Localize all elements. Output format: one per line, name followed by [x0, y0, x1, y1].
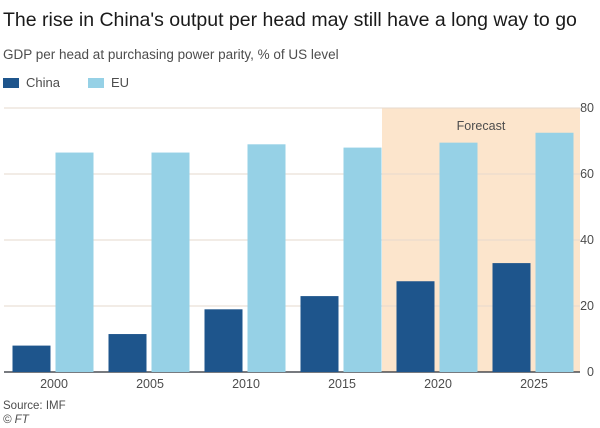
bar-china-2005	[108, 334, 147, 372]
x-tick-label: 2010	[232, 377, 260, 391]
credit-note: © FT	[3, 414, 29, 426]
forecast-label: Forecast	[457, 119, 506, 133]
x-tick-label: 2000	[40, 377, 68, 391]
y-tick-label: 0	[587, 365, 594, 379]
y-tick-label: 60	[580, 167, 594, 181]
y-tick-label: 40	[580, 233, 594, 247]
legend-swatch-china	[3, 78, 19, 88]
bar-china-2000	[12, 345, 51, 372]
bar-eu-2015	[343, 147, 382, 372]
x-tick-label: 2015	[328, 377, 356, 391]
y-tick-label: 80	[580, 101, 594, 115]
bar-eu-2000	[55, 152, 94, 372]
bar-eu-2025	[535, 132, 574, 372]
legend-label-china: China	[26, 75, 60, 90]
bar-china-2010	[204, 309, 243, 372]
bar-china-2020	[396, 281, 435, 372]
chart-subtitle: GDP per head at purchasing power parity,…	[3, 47, 339, 62]
bar-china-2015	[300, 296, 339, 372]
bar-eu-2010	[247, 144, 286, 372]
legend-swatch-eu	[88, 78, 104, 88]
x-tick-label: 2020	[424, 377, 452, 391]
x-tick-label: 2025	[520, 377, 548, 391]
legend-label-eu: EU	[111, 75, 130, 90]
bar-eu-2005	[151, 152, 190, 372]
bar-china-2025	[492, 263, 531, 372]
bar-eu-2020	[439, 142, 478, 372]
source-note: Source: IMF	[3, 400, 66, 412]
chart-title: The rise in China's output per head may …	[3, 9, 577, 31]
y-tick-label: 20	[580, 299, 594, 313]
x-tick-label: 2005	[136, 377, 164, 391]
